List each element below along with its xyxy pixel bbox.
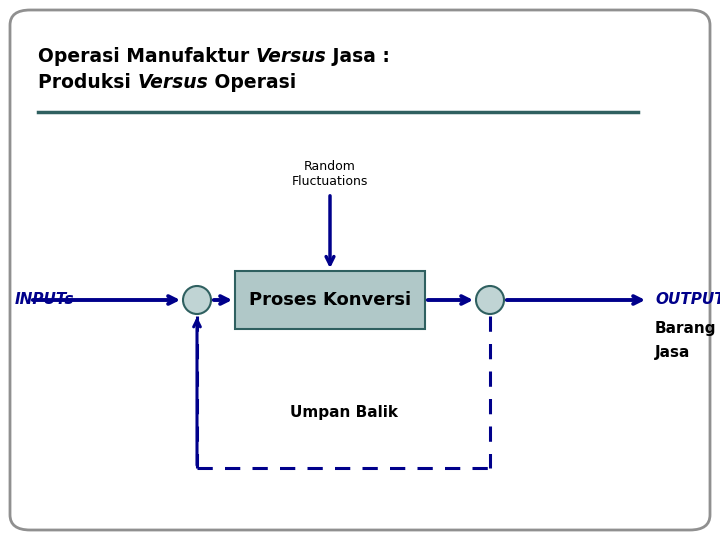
Text: INPUTs: INPUTs bbox=[15, 293, 75, 307]
Ellipse shape bbox=[183, 286, 211, 314]
Text: Umpan Balik: Umpan Balik bbox=[289, 404, 397, 420]
Text: Operasi Manufaktur: Operasi Manufaktur bbox=[38, 48, 256, 66]
Text: Versus: Versus bbox=[256, 48, 326, 66]
Text: Jasa :: Jasa : bbox=[326, 48, 390, 66]
Text: Operasi: Operasi bbox=[208, 73, 297, 92]
Text: Jasa: Jasa bbox=[655, 345, 690, 360]
Text: Barang: Barang bbox=[655, 321, 716, 335]
Ellipse shape bbox=[476, 286, 504, 314]
Text: Random
Fluctuations: Random Fluctuations bbox=[292, 160, 368, 188]
FancyBboxPatch shape bbox=[10, 10, 710, 530]
Text: Produksi: Produksi bbox=[38, 73, 138, 92]
Text: OUTPUTs: OUTPUTs bbox=[655, 293, 720, 307]
FancyBboxPatch shape bbox=[235, 271, 425, 329]
Text: Proses Konversi: Proses Konversi bbox=[249, 291, 411, 309]
Text: Versus: Versus bbox=[138, 73, 208, 92]
